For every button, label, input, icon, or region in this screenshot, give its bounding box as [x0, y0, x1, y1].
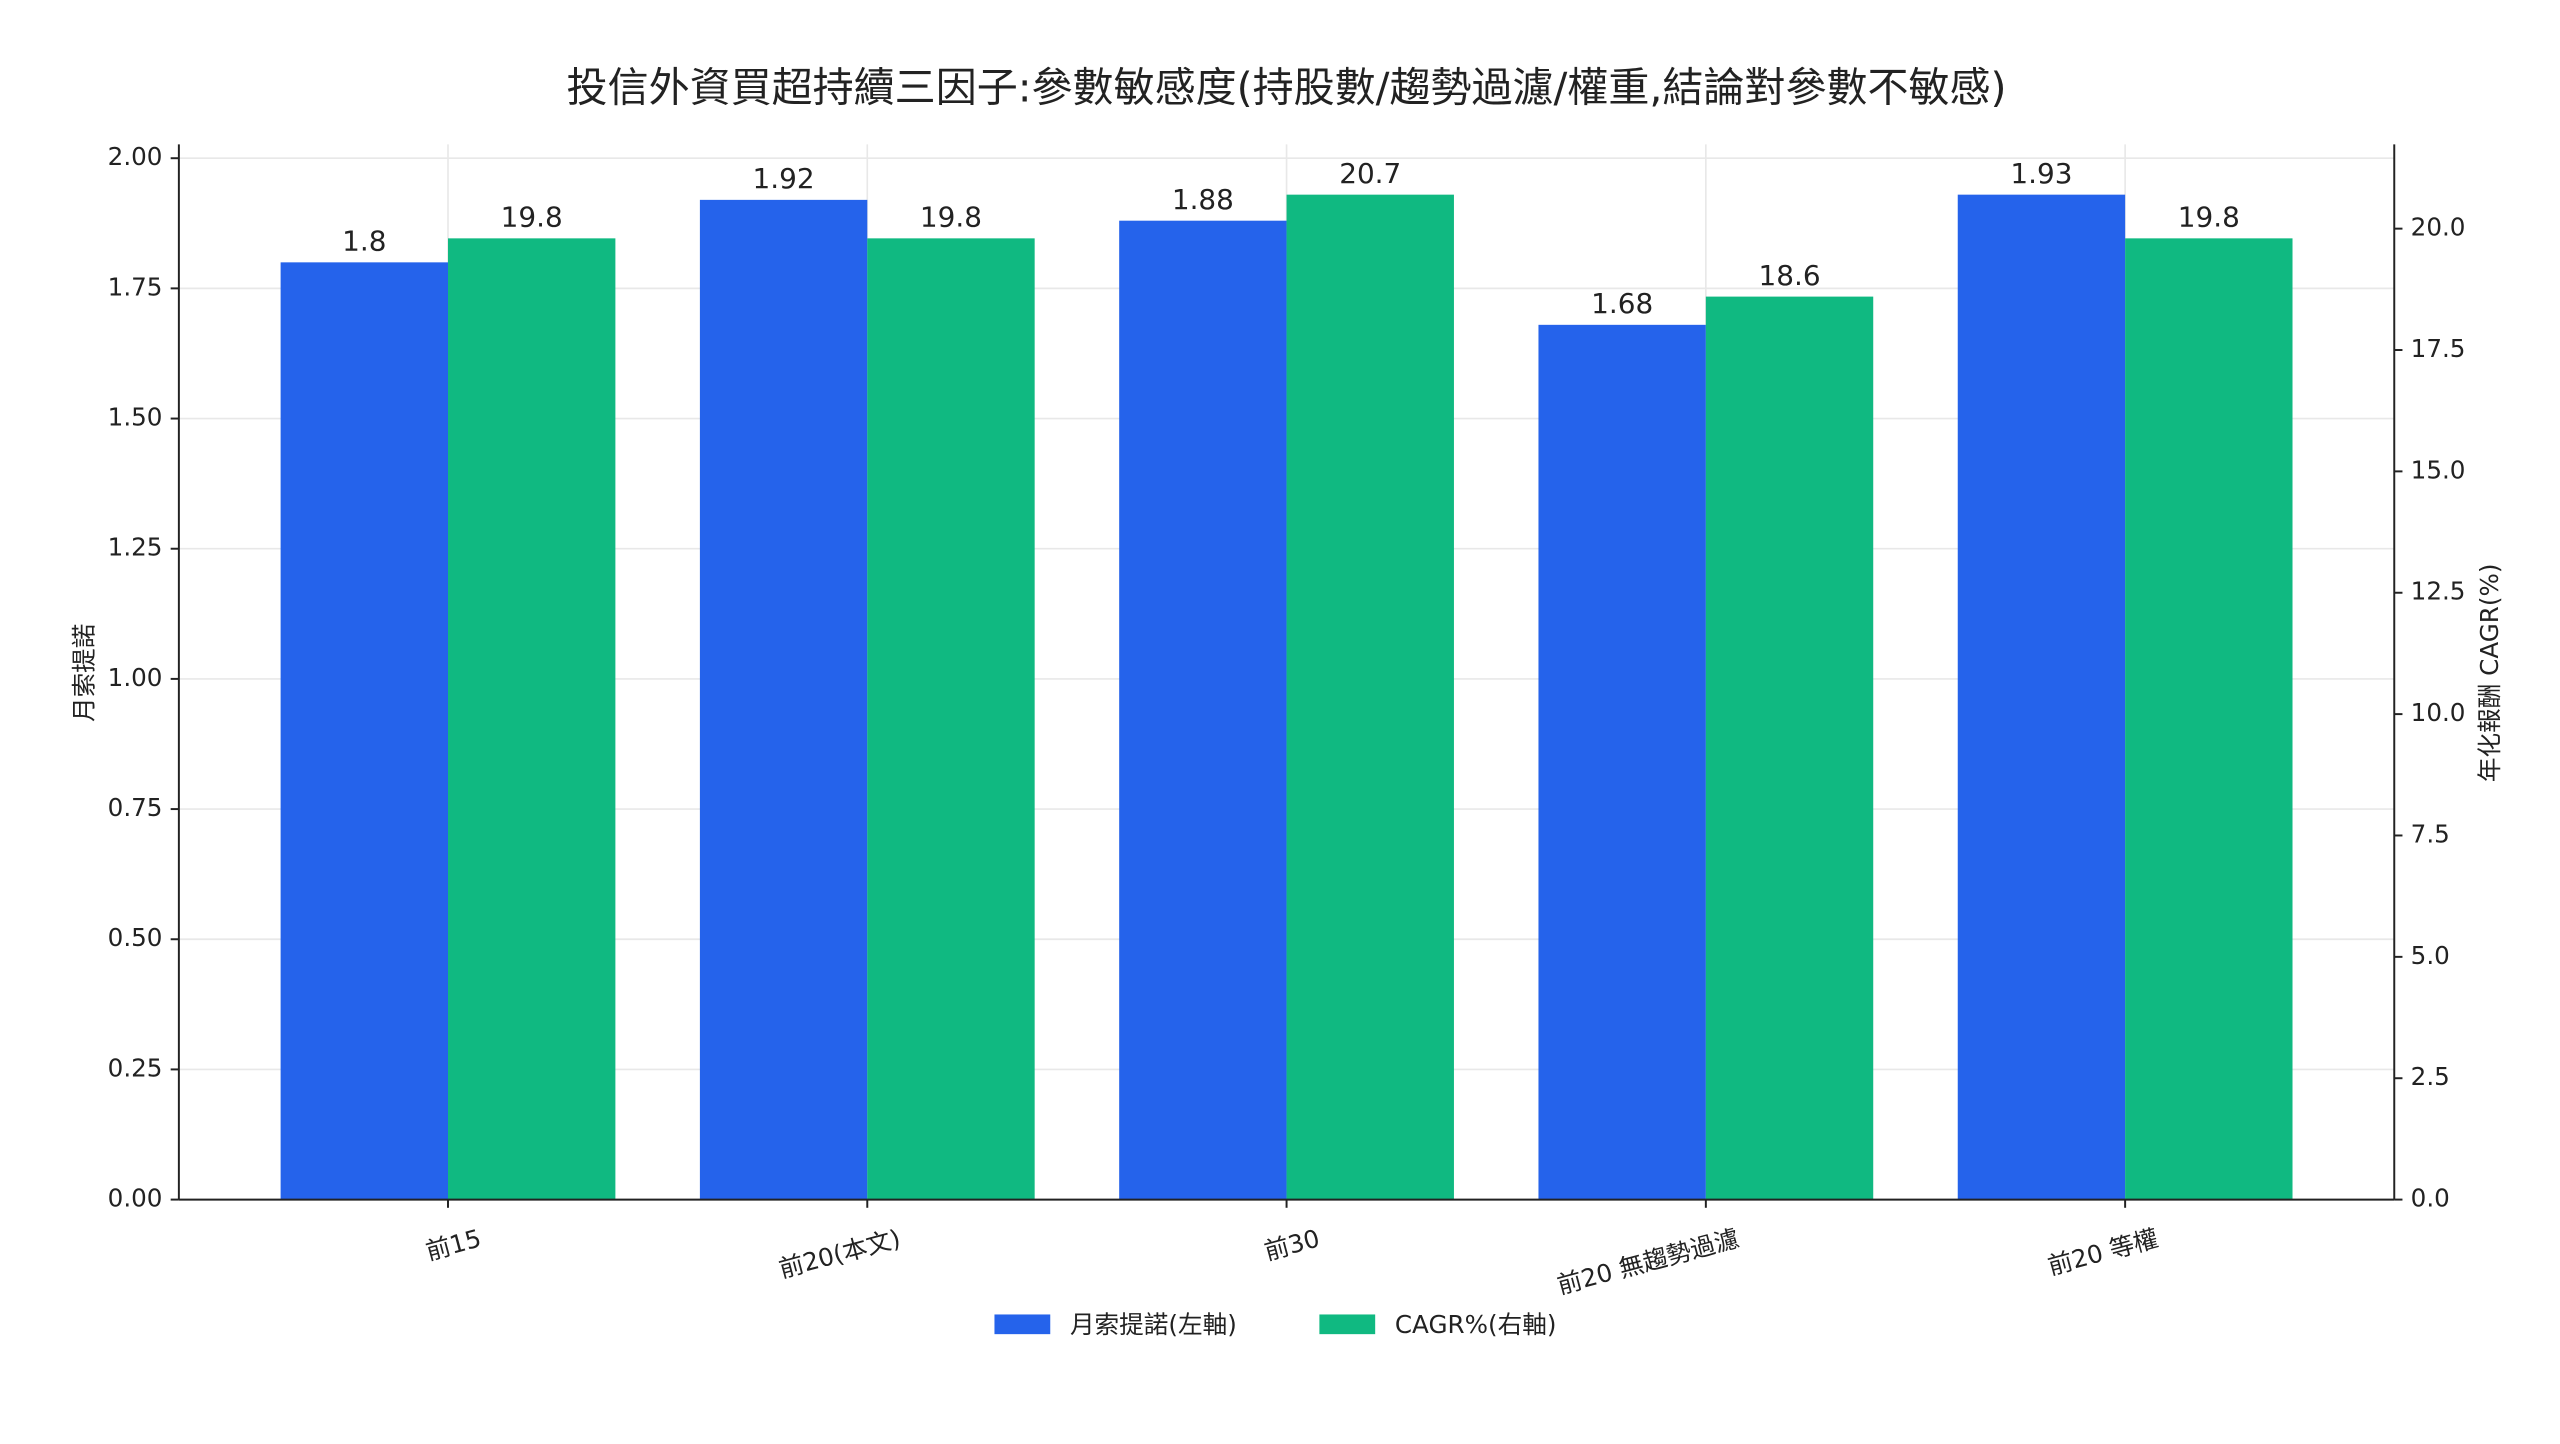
- y2-axis-label: 年化報酬 CAGR(%): [2475, 564, 2504, 783]
- data-label: 1.93: [2010, 157, 2072, 190]
- y-tick-label: 0.50: [108, 923, 163, 952]
- y-tick-label: 1.00: [108, 663, 163, 692]
- bar: [1286, 194, 1454, 1200]
- y2-tick-label: 10.0: [2411, 698, 2466, 727]
- legend-label: 月索提諾(左軸): [1070, 1310, 1237, 1339]
- bar: [2125, 238, 2293, 1200]
- y2-tick-label: 12.5: [2411, 577, 2466, 606]
- y-tick-label: 0.00: [108, 1184, 163, 1213]
- y-tick-label: 1.50: [108, 403, 163, 432]
- chart-title: 投信外資買超持續三因子:參數敏感度(持股數/趨勢過濾/權重,結論對參數不敏感): [567, 63, 2007, 111]
- x-tick-label: 前15: [423, 1224, 485, 1266]
- legend-label: CAGR%(右軸): [1395, 1310, 1557, 1339]
- y-tick-label: 0.25: [108, 1053, 163, 1082]
- y2-tick-label: 5.0: [2411, 941, 2450, 970]
- y2-tick-label: 0.0: [2411, 1184, 2450, 1213]
- y2-tick-label: 7.5: [2411, 819, 2450, 848]
- x-tick-label: 前30: [1261, 1224, 1323, 1266]
- bar: [867, 238, 1035, 1200]
- legend-swatch: [994, 1314, 1051, 1335]
- bar: [699, 199, 868, 1200]
- y2-tick-label: 15.0: [2411, 455, 2466, 484]
- y-tick-label: 1.25: [108, 533, 163, 562]
- data-label: 20.7: [1339, 157, 1401, 190]
- y2-tick-label: 2.5: [2411, 1062, 2450, 1091]
- data-label: 1.8: [342, 225, 386, 258]
- bar: [280, 262, 448, 1200]
- data-label: 19.8: [920, 201, 982, 234]
- y2-tick-label: 17.5: [2411, 334, 2466, 363]
- data-label: 19.8: [501, 201, 563, 234]
- bar: [448, 238, 616, 1200]
- y-tick-label: 0.75: [108, 793, 163, 822]
- data-label: 1.92: [753, 162, 815, 195]
- data-label: 1.88: [1172, 183, 1234, 216]
- x-tick-label: 前20 無趨勢過濾: [1554, 1224, 1742, 1300]
- y-axis-label: 月索提諾: [69, 624, 98, 722]
- bar: [1957, 194, 2126, 1200]
- y2-tick-label: 20.0: [2411, 213, 2466, 242]
- data-label: 19.8: [2178, 201, 2240, 234]
- bar: [1119, 220, 1287, 1200]
- y-tick-label: 1.75: [108, 272, 163, 301]
- legend-swatch: [1319, 1314, 1376, 1335]
- x-tick-label: 前20 等權: [2045, 1224, 2162, 1281]
- x-tick-label: 前20(本文): [776, 1224, 904, 1284]
- bar: [1538, 324, 1706, 1200]
- data-label: 18.6: [1758, 259, 1820, 292]
- data-label: 1.68: [1591, 287, 1653, 320]
- bar: [1705, 296, 1874, 1200]
- y-tick-label: 2.00: [108, 142, 163, 171]
